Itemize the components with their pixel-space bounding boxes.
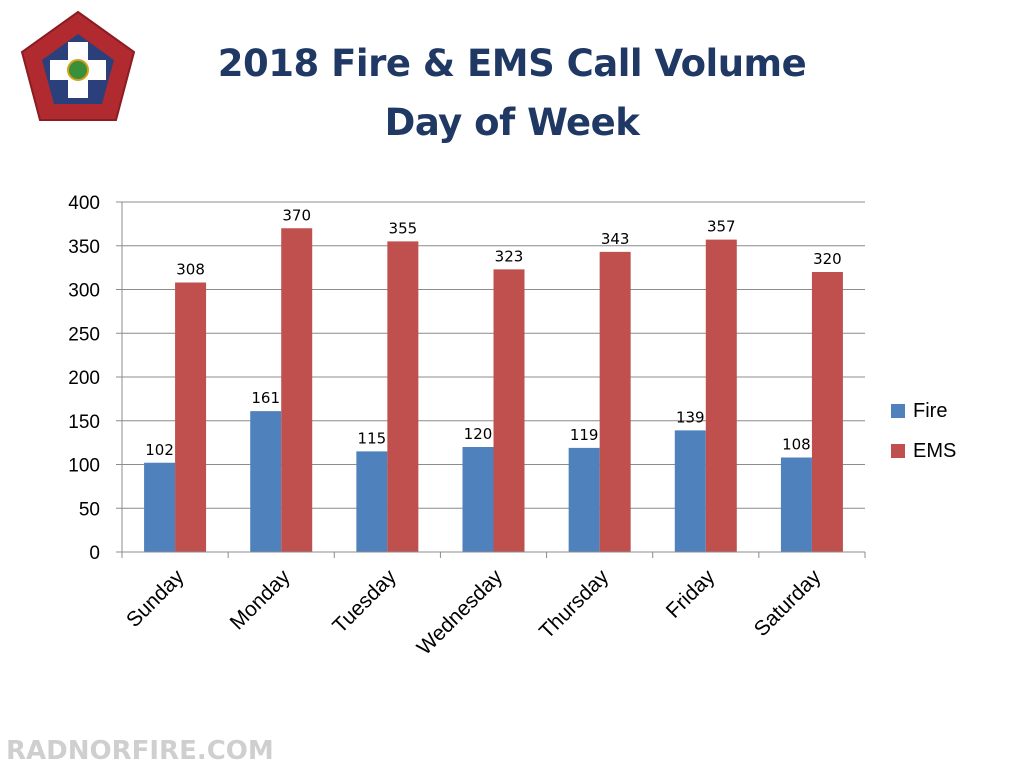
- ems-bar-monday: [281, 228, 313, 552]
- fire-bar-saturday: [780, 457, 812, 552]
- y-tick-label: 100: [68, 456, 100, 477]
- legend-swatch-ems: [891, 444, 905, 458]
- y-tick-label: 250: [68, 324, 100, 345]
- x-category-label: Tuesday: [328, 565, 401, 638]
- legend-label-fire: Fire: [913, 400, 947, 422]
- x-category-label: Thursday: [535, 565, 614, 644]
- ems-bar-wednesday: [493, 269, 525, 552]
- y-tick-label: 150: [68, 412, 100, 433]
- ems-data-label: 323: [495, 247, 524, 265]
- y-tick-label: 350: [68, 237, 100, 258]
- ems-bar-friday: [705, 239, 737, 552]
- y-tick-label: 0: [89, 543, 100, 564]
- fire-data-label: 102: [145, 441, 174, 459]
- ems-data-label: 343: [601, 230, 630, 248]
- logo-center-emblem: [67, 59, 89, 81]
- y-tick-label: 50: [79, 499, 100, 520]
- ems-data-label: 308: [176, 261, 205, 279]
- fire-bar-monday: [250, 411, 282, 552]
- fire-data-label: 119: [570, 426, 599, 444]
- y-tick-label: 300: [68, 281, 100, 302]
- x-category-label: Saturday: [750, 565, 826, 641]
- ems-bar-saturday: [811, 272, 843, 552]
- ems-data-label: 357: [707, 218, 736, 236]
- ems-bar-tuesday: [387, 241, 419, 552]
- radnor-fire-company-logo: [20, 10, 136, 121]
- legend-label-ems: EMS: [913, 440, 956, 462]
- fire-data-label: 161: [251, 389, 280, 407]
- ems-data-label: 320: [813, 250, 842, 268]
- fire-data-label: 120: [464, 425, 493, 443]
- x-category-label: Sunday: [122, 565, 189, 632]
- x-category-label: Friday: [662, 565, 720, 623]
- fire-data-label: 115: [358, 429, 387, 447]
- y-tick-label: 400: [68, 193, 100, 214]
- x-category-label: Wednesday: [413, 565, 508, 660]
- fire-bar-thursday: [568, 447, 600, 552]
- fire-data-label: 108: [782, 436, 811, 454]
- fire-bar-friday: [674, 430, 706, 552]
- legend-swatch-fire: [891, 404, 905, 418]
- fire-data-label: 139: [676, 408, 705, 426]
- chart-title-line-2: Day of Week: [384, 101, 640, 144]
- website-footer: RADNORFIRE.COM: [6, 736, 274, 766]
- fire-bar-wednesday: [462, 447, 494, 552]
- ems-bar-sunday: [175, 282, 207, 552]
- y-tick-label: 200: [68, 368, 100, 389]
- ems-data-label: 355: [389, 219, 418, 237]
- fire-bar-tuesday: [356, 451, 388, 552]
- fire-bar-sunday: [144, 462, 176, 552]
- ems-bar-thursday: [599, 251, 631, 552]
- x-category-label: Monday: [226, 565, 295, 634]
- ems-data-label: 370: [282, 206, 311, 224]
- chart-title-line-1: 2018 Fire & EMS Call Volume: [217, 42, 807, 85]
